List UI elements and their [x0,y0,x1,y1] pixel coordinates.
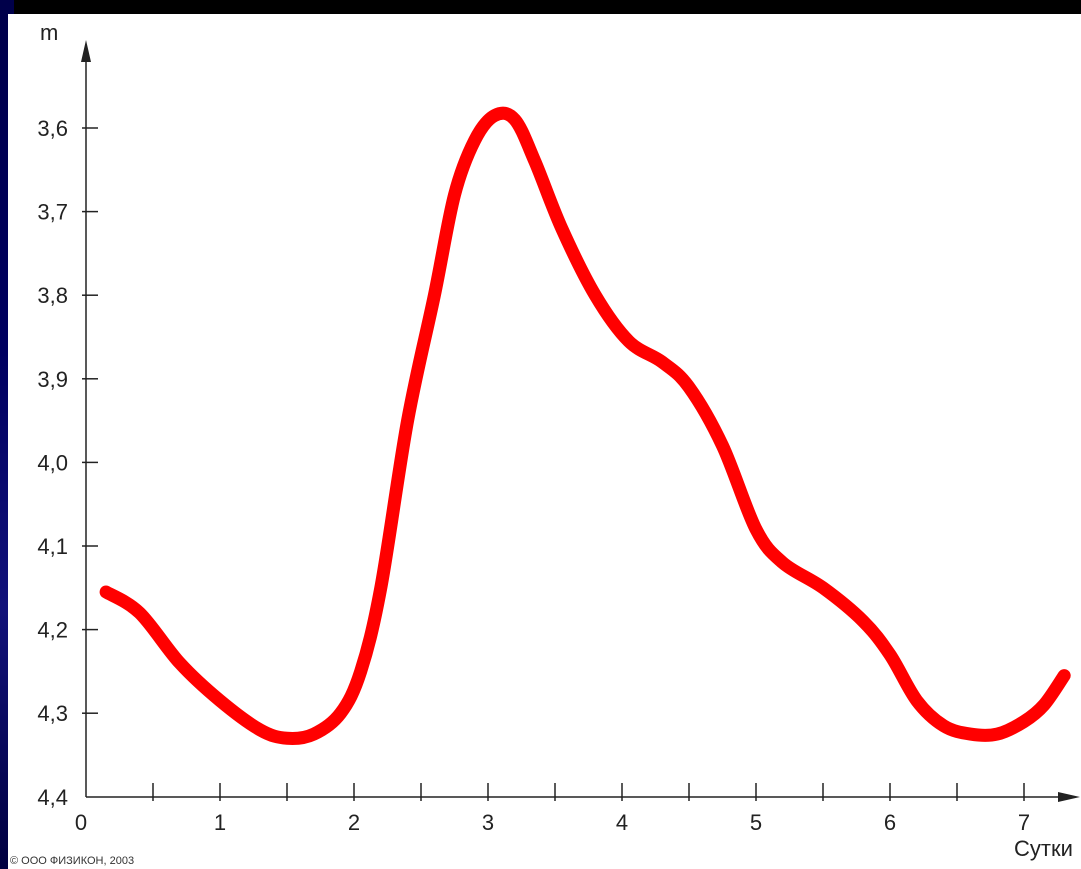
y-tick-label: 3,9 [37,367,68,392]
x-tick-label: 6 [884,810,896,835]
tick-labels: 0 1 2 3 4 5 6 7 3,6 3,7 3,8 3,9 4,0 4,1 4,2 4,3 4,4 [37,116,1030,835]
x-tick-label: 5 [750,810,762,835]
y-tick-label: 4,0 [37,450,68,475]
axes [81,40,1080,802]
y-axis-title: m [40,20,58,45]
x-tick-label: 2 [348,810,360,835]
ticks [82,127,1025,801]
y-tick-label: 4,2 [37,618,68,643]
y-tick-label: 4,4 [37,785,68,810]
chart-panel [8,14,1081,869]
x-tick-label: 0 [75,810,87,835]
y-axis-arrow [81,40,91,62]
x-tick-label: 4 [616,810,628,835]
x-tick-label: 7 [1018,810,1030,835]
copyright-credit: © ООО ФИЗИКОН, 2003 [10,855,134,867]
series [99,106,1071,746]
x-axis-title: Сутки [1014,836,1073,861]
y-tick-label: 4,1 [37,534,68,559]
y-tick-label: 3,7 [37,200,68,225]
y-tick-label: 3,8 [37,283,68,308]
x-tick-label: 3 [482,810,494,835]
x-tick-label: 1 [214,810,226,835]
x-axis-arrow [1058,792,1080,802]
series-line [99,106,1071,746]
y-tick-label: 3,6 [37,116,68,141]
y-tick-label: 4,3 [37,701,68,726]
